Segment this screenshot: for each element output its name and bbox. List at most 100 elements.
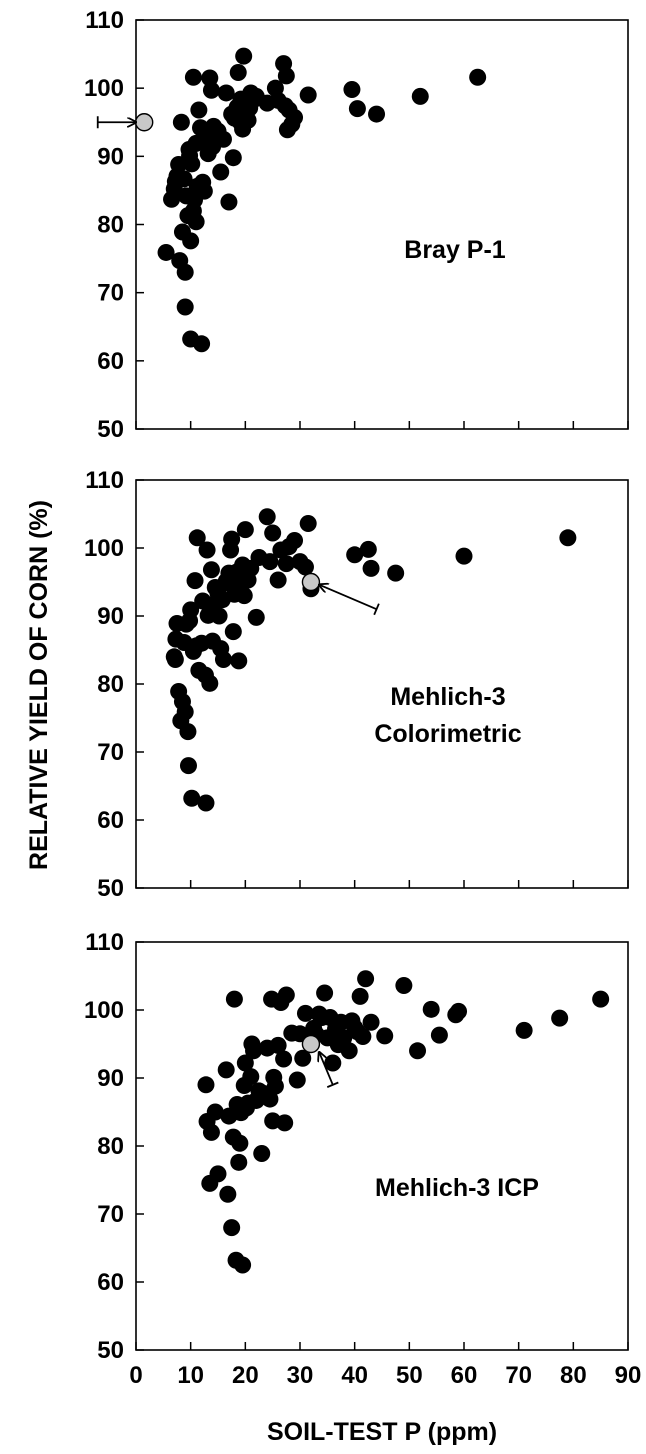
data-point — [229, 63, 247, 81]
panel-label: Mehlich-3 ICP — [375, 1174, 539, 1202]
data-point — [455, 547, 473, 565]
data-point — [551, 1009, 569, 1027]
data-point — [224, 149, 242, 167]
y-tick-label: 100 — [84, 997, 124, 1024]
data-point — [202, 81, 220, 99]
data-point — [225, 990, 243, 1008]
data-point — [176, 298, 194, 316]
data-point — [217, 84, 235, 102]
highlighted-point — [301, 572, 321, 592]
y-ticks: 50 60 70 80 90 100 110 — [84, 467, 144, 902]
highlighted-point — [134, 113, 154, 132]
data-point — [234, 1256, 252, 1274]
data-point — [223, 1219, 241, 1237]
data-point — [266, 1077, 284, 1095]
data-point — [157, 243, 175, 261]
points — [134, 47, 487, 353]
data-point — [286, 532, 304, 550]
y-tick-label: 60 — [97, 1269, 124, 1296]
data-point — [236, 1054, 254, 1072]
arrow-line — [319, 1052, 334, 1086]
x-tick-label: 0 — [129, 1362, 142, 1389]
data-point — [236, 521, 254, 539]
arrow-tail — [373, 603, 380, 616]
y-tick-label: 90 — [97, 143, 124, 170]
data-point — [299, 86, 317, 104]
panel-label-line-1: Mehlich-3 — [390, 683, 505, 711]
data-point — [296, 558, 314, 576]
data-point — [217, 1061, 235, 1079]
arrow — [319, 1052, 339, 1088]
data-point — [269, 571, 287, 589]
x-ticks: 0 10 20 30 40 50 60 70 80 90 — [129, 1342, 641, 1389]
data-point — [430, 1026, 448, 1044]
y-tick-label: 110 — [85, 929, 124, 956]
data-point — [175, 170, 193, 188]
data-point — [395, 977, 413, 995]
data-point — [242, 1068, 260, 1086]
data-point — [357, 970, 375, 988]
x-ticks — [135, 421, 629, 429]
y-tick-label: 70 — [97, 280, 124, 307]
panel-mehlich3-icp: 50 60 70 80 90 100 110 0 10 20 30 40 50 60 70 80 90 Meh… — [84, 929, 641, 1389]
data-point — [223, 530, 241, 548]
data-point — [184, 68, 202, 86]
y-tick-label: 50 — [97, 416, 124, 443]
y-tick-label: 70 — [97, 739, 124, 766]
data-point — [261, 1090, 279, 1108]
data-point — [264, 524, 282, 542]
y-tick-label: 90 — [97, 603, 124, 630]
data-point — [346, 546, 364, 564]
y-axis-title: RELATIVE YIELD OF CORN (%) — [25, 500, 53, 870]
y-tick-label: 80 — [97, 212, 124, 239]
data-point — [214, 651, 232, 669]
panel-label: Bray P-1 — [404, 236, 506, 264]
data-point — [210, 607, 228, 625]
data-point — [286, 108, 304, 126]
data-point — [206, 1103, 224, 1121]
data-point — [219, 1185, 237, 1203]
data-point — [343, 81, 361, 99]
y-tick-label: 110 — [85, 7, 124, 34]
data-point — [258, 508, 276, 526]
data-point — [245, 1042, 263, 1060]
y-ticks: 50 60 70 80 90 100 110 — [84, 7, 144, 443]
y-ticks: 50 60 70 80 90 100 110 — [84, 929, 144, 1364]
data-point — [166, 651, 184, 669]
data-point — [235, 47, 253, 65]
x-tick-label: 20 — [232, 1362, 259, 1389]
arrow — [96, 116, 136, 129]
data-point — [277, 555, 295, 573]
data-point — [186, 572, 204, 590]
y-tick-label: 100 — [84, 75, 124, 102]
data-point — [469, 68, 487, 86]
y-tick-label: 80 — [97, 1133, 124, 1160]
highlighted-point — [301, 1034, 321, 1054]
data-point — [277, 986, 295, 1004]
x-tick-label: 10 — [177, 1362, 204, 1389]
data-point — [294, 1049, 312, 1067]
plot-frame — [135, 941, 629, 1351]
data-point — [362, 1013, 380, 1031]
data-point — [450, 1002, 468, 1020]
data-point — [340, 1042, 358, 1060]
y-tick-label: 50 — [97, 875, 124, 902]
panel-bray-p1: 50 60 70 80 90 100 110 Bray P-1 — [84, 7, 629, 443]
x-ticks — [135, 880, 629, 888]
data-point — [288, 1071, 306, 1089]
data-point — [387, 564, 405, 582]
data-point — [220, 193, 238, 211]
data-point — [214, 130, 232, 148]
data-point — [316, 984, 334, 1002]
data-point — [348, 100, 366, 118]
data-point — [515, 1021, 533, 1039]
data-point — [277, 67, 295, 85]
data-point — [422, 1000, 440, 1018]
data-point — [201, 674, 219, 692]
data-point — [354, 1028, 372, 1046]
data-point — [359, 540, 377, 558]
data-point — [197, 1076, 215, 1094]
data-point — [188, 529, 206, 547]
x-tick-label: 70 — [505, 1362, 532, 1389]
